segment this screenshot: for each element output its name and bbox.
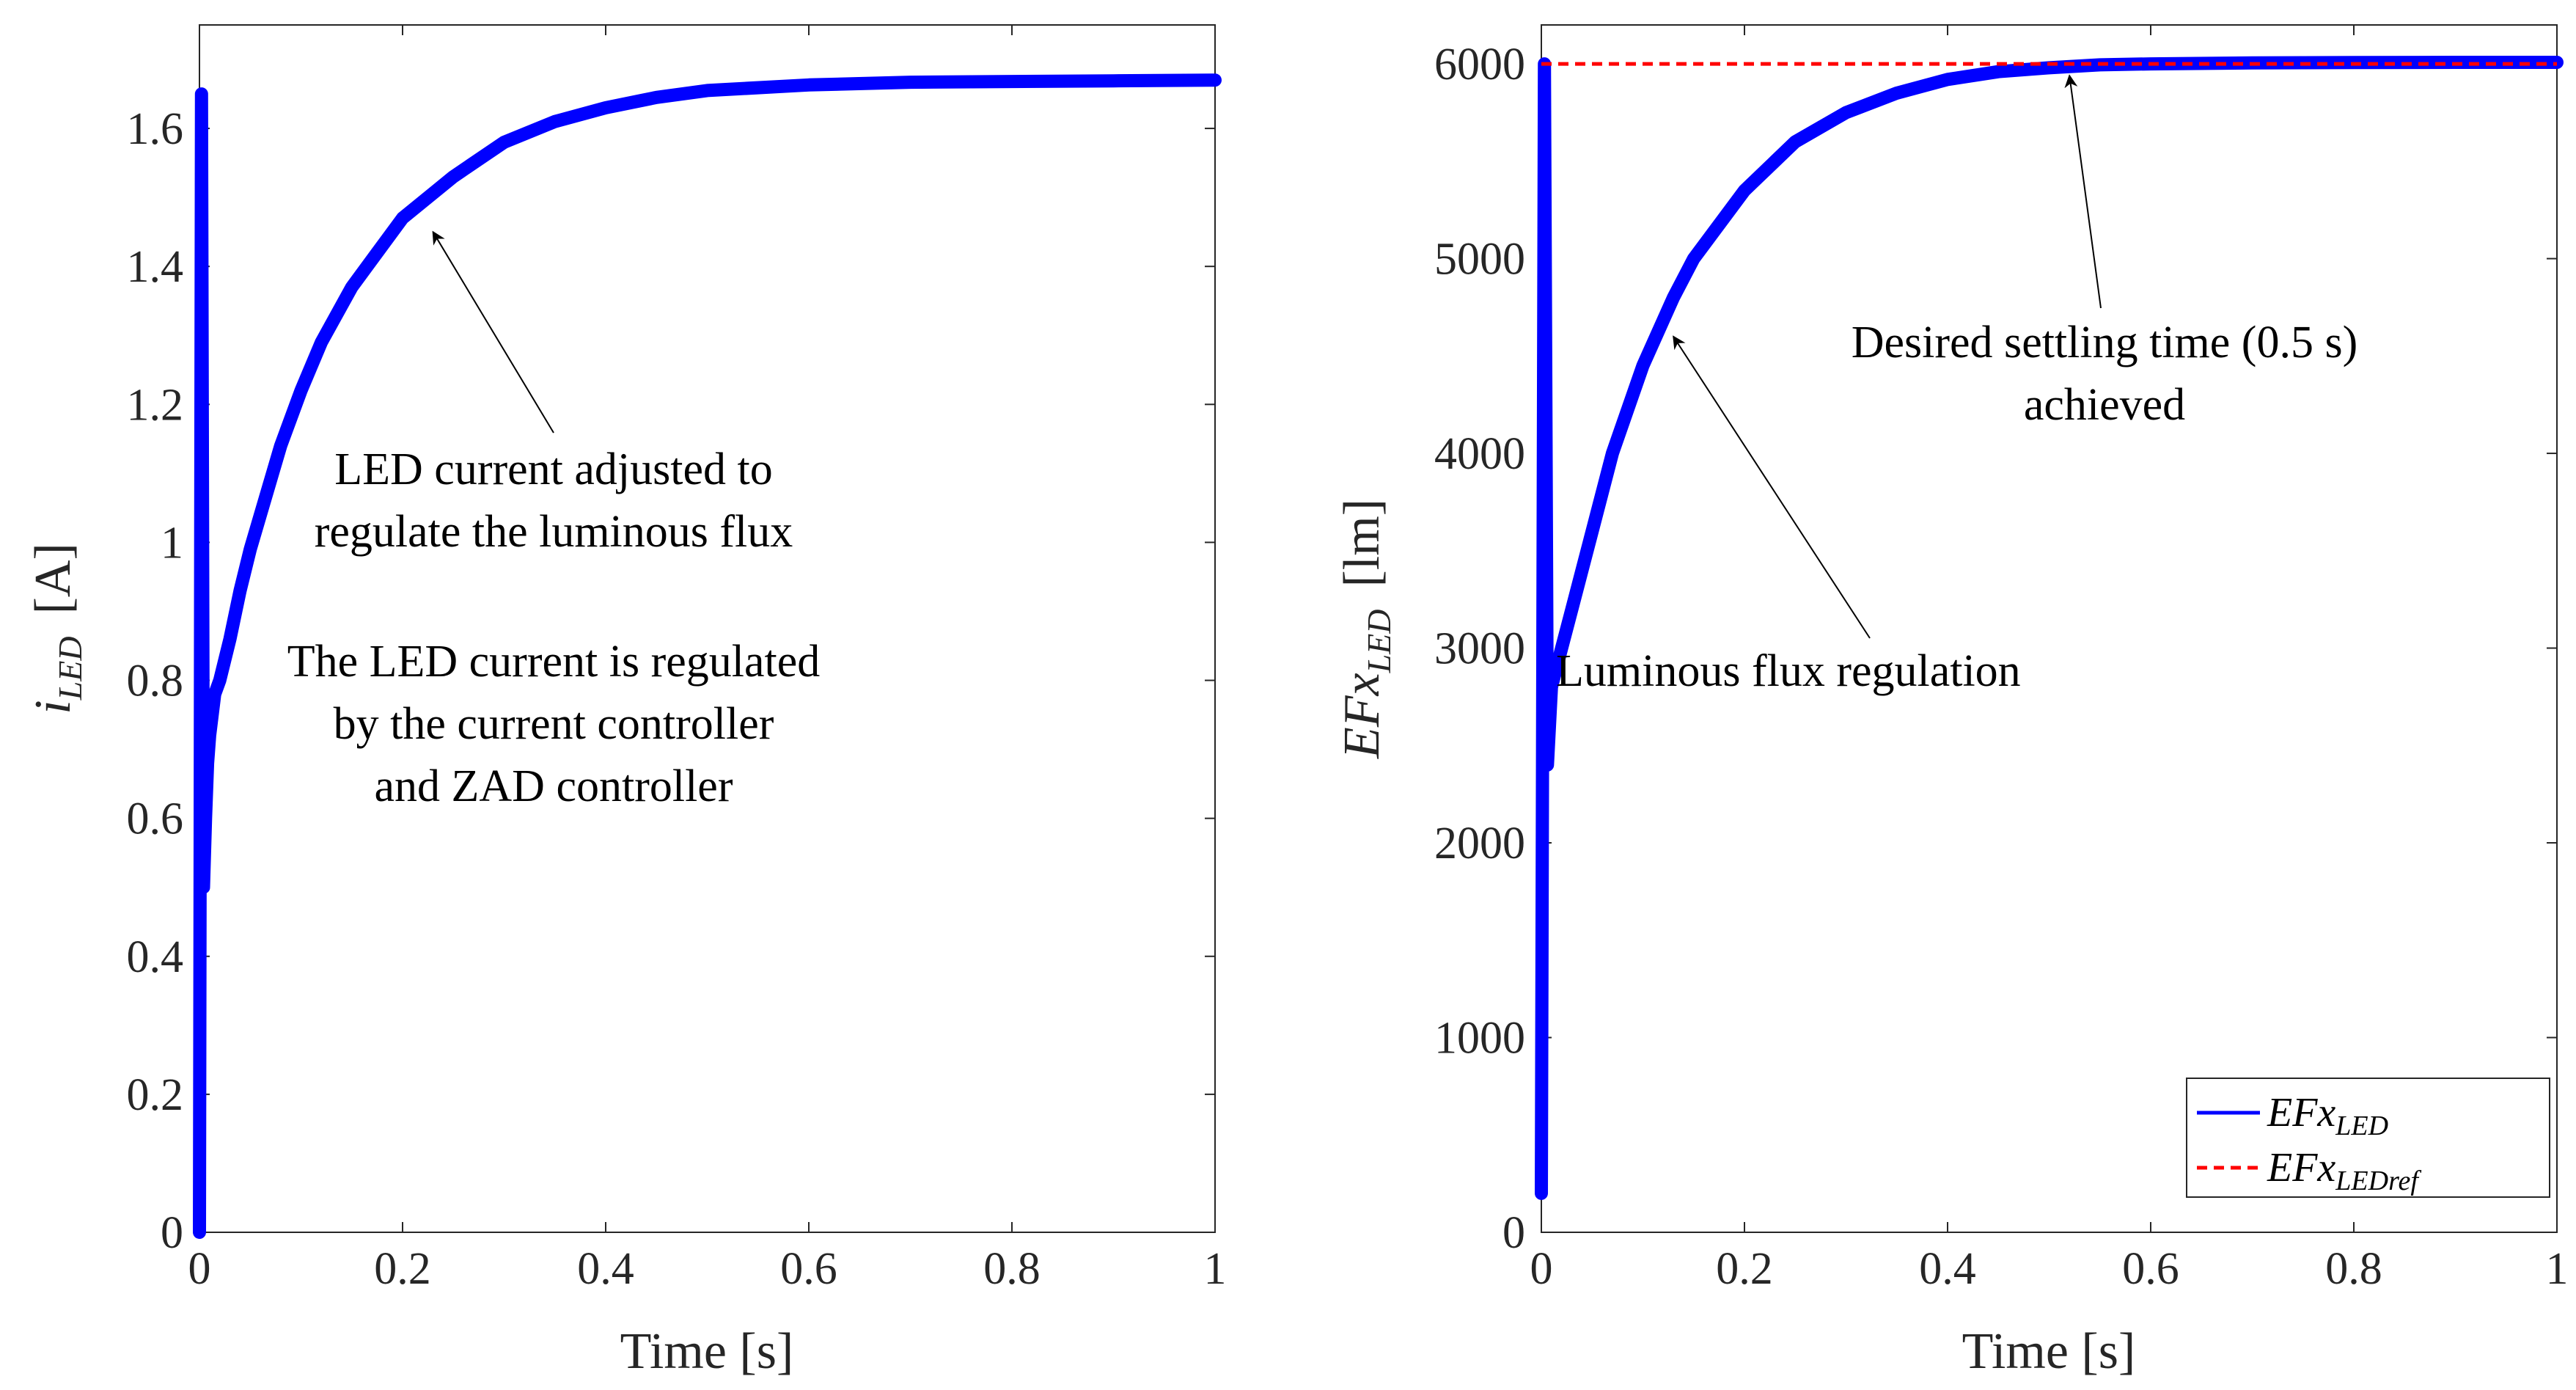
svg-text:Desired settling time (0.5 s): Desired settling time (0.5 s) xyxy=(1852,318,2357,367)
y-ticks: 0 0.2 0.4 0.6 0.8 1 1.2 1.4 1.6 xyxy=(127,104,1215,1258)
y-tick-label: 1.6 xyxy=(127,104,184,154)
series-line xyxy=(193,73,1222,1239)
x-tick-label: 0.2 xyxy=(374,1244,431,1294)
x-tick-label: 0.8 xyxy=(983,1244,1041,1294)
y-tick-label: 5000 xyxy=(1434,235,1525,285)
y-tick-label: 1000 xyxy=(1434,1014,1525,1064)
svg-text:iLED[A]: iLED[A] xyxy=(25,543,89,714)
x-axis-label: Time [s] xyxy=(620,1323,794,1380)
svg-text:by the current controller: by the current controller xyxy=(334,699,774,749)
x-tick-label: 1 xyxy=(2546,1244,2569,1294)
y-tick-label: 0 xyxy=(1502,1208,1525,1258)
annotation-current-regulated: The LED current is regulated by the curr… xyxy=(287,637,820,811)
y-tick-label: 1 xyxy=(161,518,183,568)
x-tick-label: 0.8 xyxy=(2325,1244,2382,1294)
annotation-arrow xyxy=(1673,335,1871,639)
x-axis-label: Time [s] xyxy=(1962,1323,2136,1380)
svg-text:EFxLED: EFxLED xyxy=(2267,1090,2388,1141)
svg-text:EFxLEDref: EFxLEDref xyxy=(2267,1145,2421,1196)
legend-box xyxy=(2186,1078,2550,1198)
y-tick-label: 0 xyxy=(161,1208,183,1258)
x-tick-label: 0 xyxy=(1530,1244,1553,1294)
y-tick-label: 0.4 xyxy=(127,932,184,982)
y-tick-label: 4000 xyxy=(1434,429,1525,479)
series-line xyxy=(1535,56,2564,1200)
x-tick-label: 0.6 xyxy=(2122,1244,2179,1294)
chart-luminous-flux: 0 0.2 0.4 0.6 0.8 1 0 1000 2000 3000 4000 5000 6000… xyxy=(1334,24,2569,1380)
y-tick-label: 0.2 xyxy=(127,1070,184,1120)
x-tick-label: 0.4 xyxy=(577,1244,634,1294)
svg-text:achieved: achieved xyxy=(2024,380,2185,430)
y-axis-label: EFxLED[lm] xyxy=(1334,499,1398,759)
annotation-flux-regulation: Luminous flux regulation xyxy=(1556,335,2021,696)
x-tick-label: 0.2 xyxy=(1716,1244,1773,1294)
x-tick-label: 0 xyxy=(188,1244,211,1294)
y-tick-label: 0.8 xyxy=(127,656,184,706)
svg-text:and ZAD controller: and ZAD controller xyxy=(375,761,733,811)
svg-text:Luminous flux regulation: Luminous flux regulation xyxy=(1556,646,2021,696)
x-tick-label: 0.6 xyxy=(780,1244,837,1294)
y-tick-label: 3000 xyxy=(1434,624,1525,674)
y-tick-label: 6000 xyxy=(1434,40,1525,89)
plot-area xyxy=(1541,24,2558,1233)
svg-text:The LED current is regulated: The LED current is regulated xyxy=(287,637,820,687)
svg-text:regulate the luminous flux: regulate the luminous flux xyxy=(315,507,793,557)
annotation-current-adjusted: LED current adjusted to regulate the lum… xyxy=(315,230,793,557)
annotation-settling-time: Desired settling time (0.5 s) achieved xyxy=(1852,74,2357,430)
svg-text:EFxLED[lm]: EFxLED[lm] xyxy=(1334,499,1398,759)
x-tick-label: 0.4 xyxy=(1919,1244,1976,1294)
x-tick-label: 1 xyxy=(1204,1244,1227,1294)
x-ticks: 0 0.2 0.4 0.6 0.8 1 xyxy=(1530,25,2569,1294)
y-tick-label: 0.6 xyxy=(127,794,184,844)
x-ticks: 0 0.2 0.4 0.6 0.8 1 xyxy=(188,25,1227,1294)
svg-text:LED current adjusted to: LED current adjusted to xyxy=(334,445,772,494)
chart-current: 0 0.2 0.4 0.6 0.8 1 0 0.2 0.4 0.6 0.8 1 1.2 1.4 1.6 T… xyxy=(25,24,1227,1380)
series-layer xyxy=(193,73,1222,1239)
plot-area xyxy=(199,24,1216,1233)
legend-entry-efx-led: EFxLED xyxy=(2197,1090,2388,1141)
y-tick-label: 1.4 xyxy=(127,242,184,292)
y-axis-label: iLED[A] xyxy=(25,543,89,714)
y-tick-label: 1.2 xyxy=(127,380,184,430)
series-layer xyxy=(1535,56,2564,1200)
y-tick-label: 2000 xyxy=(1434,819,1525,868)
legend-entry-efx-ledref: EFxLEDref xyxy=(2197,1145,2421,1196)
annotation-arrow xyxy=(2064,74,2102,309)
annotation-arrow xyxy=(432,230,554,434)
legend: EFxLED EFxLEDref xyxy=(2186,1078,2550,1198)
